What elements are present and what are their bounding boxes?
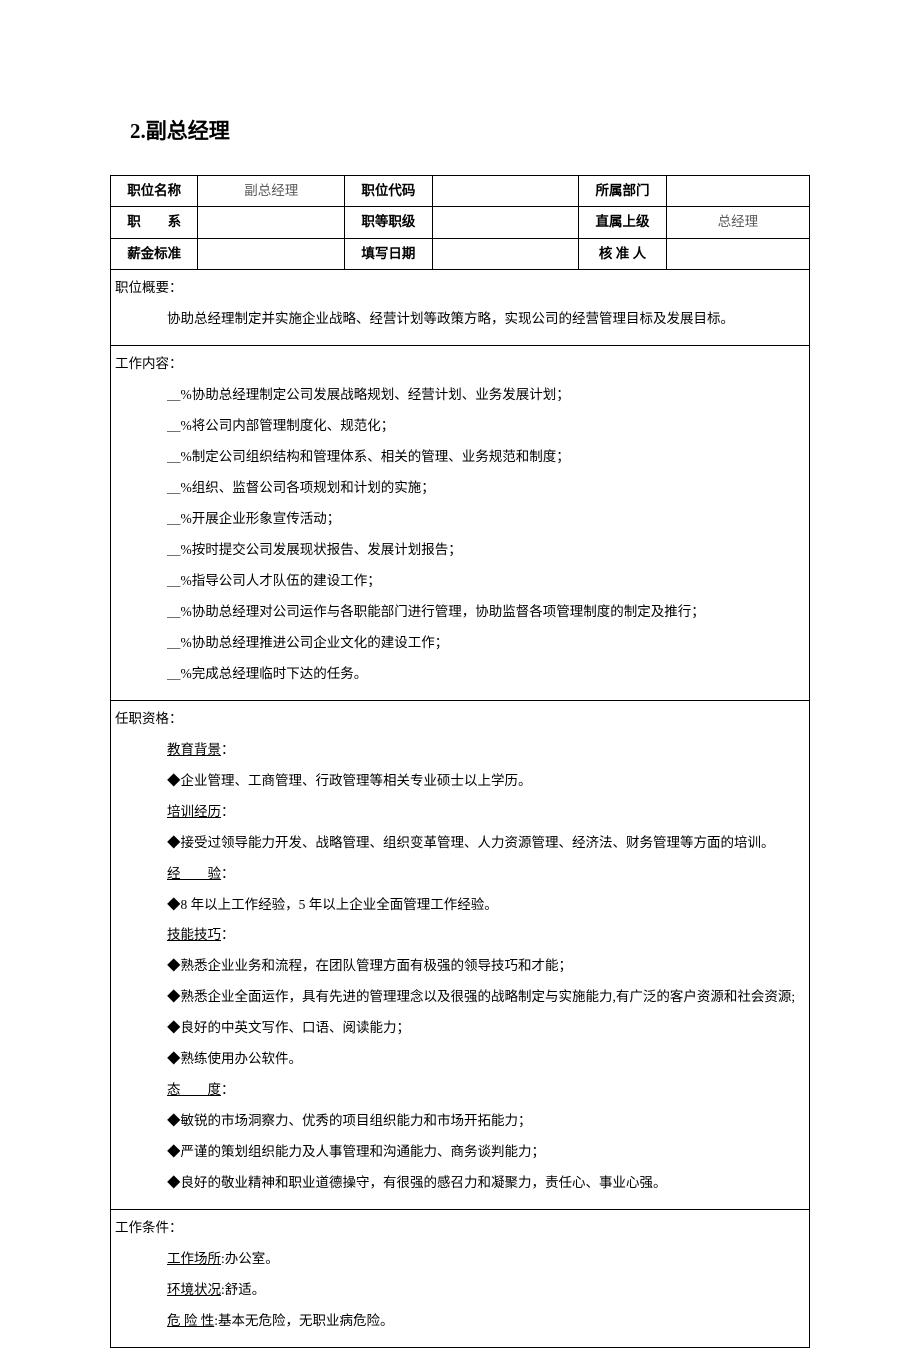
content-title: 工作内容： bbox=[111, 354, 809, 380]
qualification-subtitle: 技能技巧： bbox=[167, 920, 809, 951]
page: 2.副总经理 职位名称 副总经理 职位代码 所属部门 职 系 职等职级 直属上级… bbox=[0, 0, 920, 1348]
qualification-item: ◆企业管理、工商管理、行政管理等相关专业硕士以上学历。 bbox=[167, 766, 809, 797]
section-heading: 2.副总经理 bbox=[130, 115, 810, 145]
qualifications-groups: 教育背景：◆企业管理、工商管理、行政管理等相关专业硕士以上学历。培训经历：◆接受… bbox=[111, 735, 809, 1199]
label-grade: 职等职级 bbox=[345, 207, 432, 238]
qualifications-row: 任职资格： 教育背景：◆企业管理、工商管理、行政管理等相关专业硕士以上学历。培训… bbox=[111, 700, 810, 1209]
value-supervisor: 总经理 bbox=[666, 207, 809, 238]
summary-row: 职位概要： 协助总经理制定并实施企业战略、经营计划等政策方略，实现公司的经营管理… bbox=[111, 269, 810, 345]
content-item: ＿%将公司内部管理制度化、规范化； bbox=[167, 411, 809, 442]
label-series: 职 系 bbox=[111, 207, 198, 238]
content-item: ＿%指导公司人才队伍的建设工作； bbox=[167, 566, 809, 597]
content-item: ＿%制定公司组织结构和管理体系、相关的管理、业务规范和制度； bbox=[167, 442, 809, 473]
content-item: ＿%协助总经理对公司运作与各职能部门进行管理，协助监督各项管理制度的制定及推行； bbox=[167, 597, 809, 628]
summary-title: 职位概要： bbox=[111, 278, 809, 304]
qualification-subtitle: 教育背景： bbox=[167, 735, 809, 766]
qualification-item: ◆熟悉企业全面运作，具有先进的管理理念以及很强的战略制定与实施能力,有广泛的客户… bbox=[167, 982, 809, 1013]
value-fill-date bbox=[432, 238, 579, 269]
value-position-name: 副总经理 bbox=[198, 176, 345, 207]
label-position-code: 职位代码 bbox=[345, 176, 432, 207]
qualifications-title: 任职资格： bbox=[111, 709, 809, 735]
label-approver: 核 准 人 bbox=[579, 238, 666, 269]
summary-text: 协助总经理制定并实施企业战略、经营计划等政策方略，实现公司的经营管理目标及发展目… bbox=[167, 304, 809, 335]
job-table: 职位名称 副总经理 职位代码 所属部门 职 系 职等职级 直属上级 总经理 薪金… bbox=[110, 175, 810, 1348]
qualification-item: ◆严谨的策划组织能力及人事管理和沟通能力、商务谈判能力； bbox=[167, 1137, 809, 1168]
conditions-title: 工作条件： bbox=[111, 1218, 809, 1244]
value-series bbox=[198, 207, 345, 238]
content-items: ＿%协助总经理制定公司发展战略规划、经营计划、业务发展计划；＿%将公司内部管理制… bbox=[111, 380, 809, 689]
header-row-3: 薪金标准 填写日期 核 准 人 bbox=[111, 238, 810, 269]
qualification-item: ◆良好的敬业精神和职业道德操守，有很强的感召力和凝聚力，责任心、事业心强。 bbox=[167, 1168, 809, 1199]
condition-item: 危 险 性:基本无危险，无职业病危险。 bbox=[167, 1306, 809, 1337]
content-row: 工作内容： ＿%协助总经理制定公司发展战略规划、经营计划、业务发展计划；＿%将公… bbox=[111, 345, 810, 700]
qualification-subtitle: 培训经历： bbox=[167, 797, 809, 828]
label-department: 所属部门 bbox=[579, 176, 666, 207]
header-row-1: 职位名称 副总经理 职位代码 所属部门 bbox=[111, 176, 810, 207]
content-item: ＿%完成总经理临时下达的任务。 bbox=[167, 659, 809, 690]
conditions-row: 工作条件： 工作场所:办公室。环境状况:舒适。危 险 性:基本无危险，无职业病危… bbox=[111, 1209, 810, 1347]
qualification-item: ◆8 年以上工作经验，5 年以上企业全面管理工作经验。 bbox=[167, 890, 809, 921]
conditions-items: 工作场所:办公室。环境状况:舒适。危 险 性:基本无危险，无职业病危险。 bbox=[111, 1244, 809, 1337]
label-fill-date: 填写日期 bbox=[345, 238, 432, 269]
label-position-name: 职位名称 bbox=[111, 176, 198, 207]
label-supervisor: 直属上级 bbox=[579, 207, 666, 238]
label-salary: 薪金标准 bbox=[111, 238, 198, 269]
qualification-item: ◆熟悉企业业务和流程，在团队管理方面有极强的领导技巧和才能； bbox=[167, 951, 809, 982]
content-item: ＿%组织、监督公司各项规划和计划的实施； bbox=[167, 473, 809, 504]
value-position-code bbox=[432, 176, 579, 207]
value-approver bbox=[666, 238, 809, 269]
condition-item: 工作场所:办公室。 bbox=[167, 1244, 809, 1275]
content-item: ＿%协助总经理制定公司发展战略规划、经营计划、业务发展计划； bbox=[167, 380, 809, 411]
qualification-item: ◆熟练使用办公软件。 bbox=[167, 1044, 809, 1075]
qualification-subtitle: 态 度： bbox=[167, 1075, 809, 1106]
value-grade bbox=[432, 207, 579, 238]
value-salary bbox=[198, 238, 345, 269]
header-row-2: 职 系 职等职级 直属上级 总经理 bbox=[111, 207, 810, 238]
value-department bbox=[666, 176, 809, 207]
qualification-item: ◆良好的中英文写作、口语、阅读能力； bbox=[167, 1013, 809, 1044]
content-item: ＿%开展企业形象宣传活动； bbox=[167, 504, 809, 535]
qualification-subtitle: 经 验： bbox=[167, 859, 809, 890]
condition-item: 环境状况:舒适。 bbox=[167, 1275, 809, 1306]
qualification-item: ◆接受过领导能力开发、战略管理、组织变革管理、人力资源管理、经济法、财务管理等方… bbox=[167, 828, 809, 859]
qualification-item: ◆敏锐的市场洞察力、优秀的项目组织能力和市场开拓能力； bbox=[167, 1106, 809, 1137]
content-item: ＿%按时提交公司发展现状报告、发展计划报告； bbox=[167, 535, 809, 566]
content-item: ＿%协助总经理推进公司企业文化的建设工作； bbox=[167, 628, 809, 659]
